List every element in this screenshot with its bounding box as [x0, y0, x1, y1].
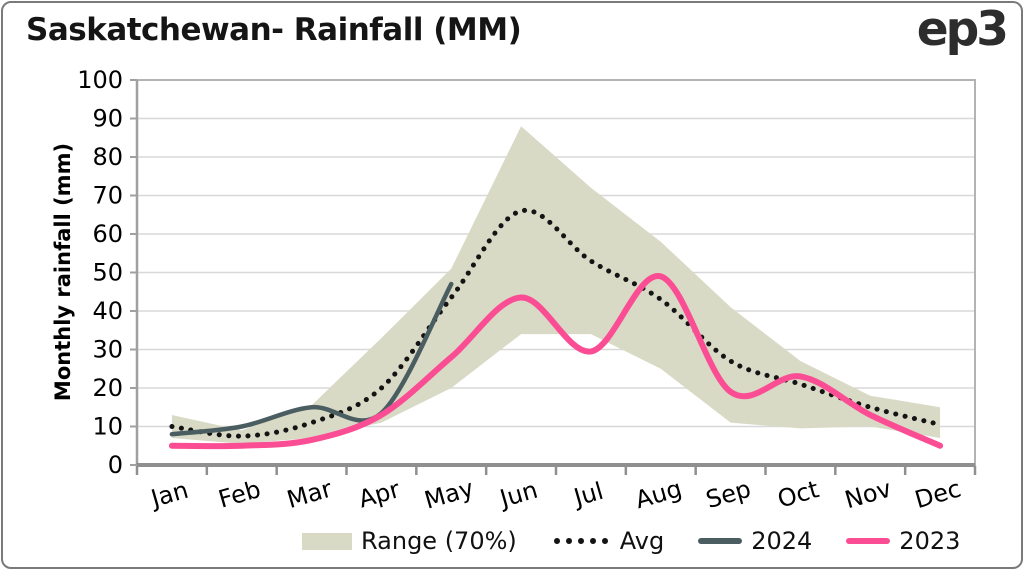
legend-label-2023: 2023 — [899, 527, 961, 555]
legend-item-range: Range (70%) — [302, 527, 517, 555]
y-tick-label: 70 — [92, 182, 123, 210]
y-tick-label: 50 — [92, 259, 123, 287]
y-tick-label: 40 — [92, 297, 123, 325]
range-band-area — [171, 126, 941, 444]
chart-title: Saskatchewan- Rainfall (MM) — [26, 12, 522, 48]
x-tick-label: Jul — [569, 477, 606, 512]
x-tick-label: Oct — [774, 475, 822, 513]
x-tick-label: Jun — [495, 476, 541, 514]
y-tick-label: 100 — [77, 66, 123, 94]
y-tick-label: 20 — [92, 374, 123, 402]
y-tick-label: 80 — [92, 143, 123, 171]
x-tick-label: Mar — [284, 475, 335, 514]
y-tick-label: 0 — [108, 451, 123, 479]
avg-dotted-swatch — [550, 537, 611, 545]
series-line-2024 — [169, 281, 454, 437]
legend-item-2023: 2023 — [846, 527, 960, 555]
legend-label-avg: Avg — [619, 527, 665, 555]
x-tick-label: Sep — [703, 475, 754, 514]
y-tick-label: 10 — [92, 413, 123, 441]
x-tick-label: Nov — [842, 474, 895, 514]
y-tick-label: 90 — [92, 105, 123, 133]
series-line-2023 — [168, 273, 944, 450]
x-tick-label: Feb — [215, 475, 264, 514]
legend: Range (70%) Avg 2024 2023 — [302, 523, 960, 559]
x-tick-label: Apr — [355, 475, 403, 513]
x-tick-label: May — [421, 474, 476, 515]
legend-item-2024: 2024 — [698, 527, 812, 555]
legend-label-2024: 2024 — [751, 527, 813, 555]
y-tick-label: 30 — [92, 336, 123, 364]
x-tick-label: Aug — [632, 474, 685, 514]
line-2023-swatch — [846, 538, 891, 544]
series-line-avg — [169, 207, 943, 439]
ep3-logo: ep3 — [916, 2, 1009, 57]
y-tick-label: 60 — [92, 220, 123, 248]
legend-item-avg: Avg — [550, 527, 665, 555]
x-tick-label: Jan — [146, 476, 191, 514]
line-2024-swatch — [698, 538, 743, 544]
range-band-swatch — [302, 532, 352, 550]
legend-label-range: Range (70%) — [361, 527, 517, 555]
x-tick-label: Dec — [912, 474, 964, 514]
